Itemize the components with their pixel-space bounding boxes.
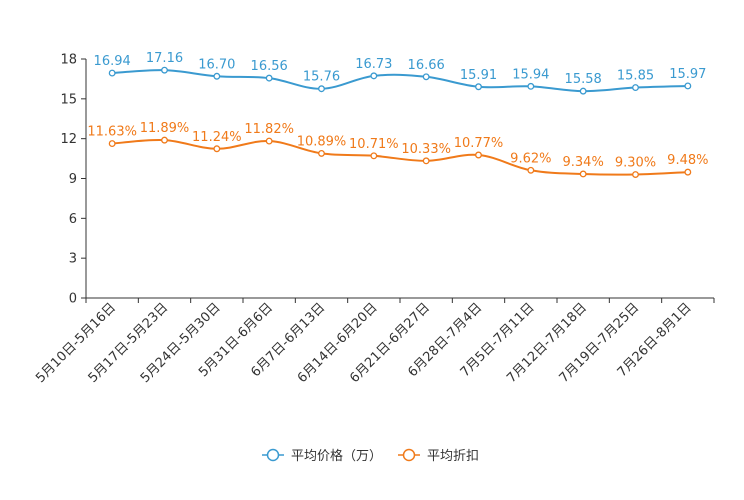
data-label: 17.16 bbox=[146, 51, 183, 66]
series-layer: 16.94 17.16 16.70 16.56 15.76 16.73 16.66 15.91… bbox=[87, 51, 708, 178]
legend-marker bbox=[266, 448, 280, 462]
data-label: 10.77% bbox=[454, 136, 504, 151]
data-point bbox=[632, 84, 639, 91]
data-point bbox=[370, 152, 378, 160]
data-label: 11.82% bbox=[244, 122, 294, 137]
data-label: 10.33% bbox=[401, 142, 451, 157]
data-label: 10.89% bbox=[297, 134, 347, 149]
data-label: 16.66 bbox=[408, 58, 445, 73]
data-point bbox=[684, 168, 692, 176]
data-point bbox=[108, 69, 116, 77]
data-label: 9.30% bbox=[615, 156, 656, 171]
legend-item-1: 平均折扣 bbox=[398, 448, 479, 464]
legend-label: 平均价格（万） bbox=[291, 448, 382, 464]
data-label: 11.89% bbox=[140, 121, 190, 136]
data-label: 15.91 bbox=[460, 68, 497, 83]
data-label: 15.94 bbox=[512, 67, 549, 82]
axes: 03691215185月10日-5月16日5月17日-5月23日5月24日-5月… bbox=[33, 53, 715, 386]
data-point bbox=[632, 171, 639, 178]
y-tick-label: 18 bbox=[60, 53, 77, 68]
legend-item-0: 平均价格（万） bbox=[262, 448, 382, 464]
y-tick-label: 9 bbox=[69, 172, 77, 187]
legend-label: 平均折扣 bbox=[427, 449, 479, 464]
data-point bbox=[265, 137, 273, 145]
data-point bbox=[213, 145, 221, 153]
y-tick-label: 15 bbox=[60, 92, 77, 107]
data-label: 9.62% bbox=[510, 151, 551, 166]
y-tick-label: 6 bbox=[69, 212, 77, 227]
data-point bbox=[370, 72, 378, 80]
data-point bbox=[475, 83, 482, 91]
data-label: 15.76 bbox=[303, 70, 340, 85]
data-label: 16.56 bbox=[251, 59, 288, 74]
data-label: 11.24% bbox=[192, 130, 242, 145]
data-point bbox=[684, 82, 692, 90]
series-0: 16.94 17.16 16.70 16.56 15.76 16.73 16.66 15.91… bbox=[94, 51, 706, 95]
data-label: 16.70 bbox=[198, 57, 235, 72]
data-label: 15.97 bbox=[669, 67, 706, 82]
data-point bbox=[108, 140, 116, 148]
data-point bbox=[265, 74, 273, 82]
y-tick-label: 12 bbox=[60, 132, 77, 147]
data-label: 10.71% bbox=[349, 137, 399, 152]
y-tick-label: 3 bbox=[69, 252, 77, 267]
data-point bbox=[161, 136, 168, 144]
data-label: 15.58 bbox=[565, 72, 602, 87]
data-point bbox=[579, 87, 587, 95]
data-label: 9.34% bbox=[563, 155, 604, 170]
legend: 平均价格（万） 平均折扣 bbox=[262, 448, 479, 464]
data-point bbox=[318, 85, 325, 93]
data-point bbox=[422, 157, 430, 165]
data-point bbox=[161, 66, 168, 74]
data-point bbox=[527, 82, 535, 90]
data-label: 9.48% bbox=[667, 153, 708, 168]
data-label: 16.73 bbox=[355, 57, 392, 72]
data-point bbox=[318, 149, 325, 157]
data-label: 15.85 bbox=[617, 69, 654, 84]
data-label: 11.63% bbox=[87, 125, 137, 140]
data-point bbox=[422, 73, 430, 81]
y-tick-label: 0 bbox=[69, 292, 77, 307]
series-1-line bbox=[112, 138, 688, 176]
data-point bbox=[475, 151, 482, 159]
series-1: 11.63% 11.89%11.24%11.82%10.89% 10.71% 10.3… bbox=[87, 121, 708, 178]
data-point bbox=[579, 170, 587, 178]
series-0-line bbox=[112, 69, 688, 93]
data-label: 16.94 bbox=[94, 54, 131, 69]
data-point bbox=[527, 166, 535, 174]
legend-marker bbox=[402, 448, 416, 462]
data-point bbox=[213, 72, 221, 80]
